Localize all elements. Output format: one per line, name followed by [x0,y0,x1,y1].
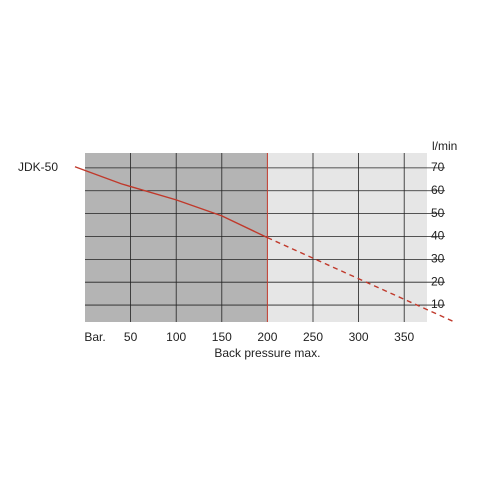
y-tick-label: 20 [431,274,445,288]
x-tick-label: 100 [166,330,186,344]
series-line [267,236,453,322]
x-tick-label: 300 [349,330,369,344]
y-tick-label: 40 [431,229,445,243]
y-tick-label: 30 [431,252,445,266]
series-label: JDK-50 [18,160,58,174]
y-tick-label: 70 [431,160,445,174]
x-tick-label: 150 [212,330,232,344]
y-tick-label: 10 [431,297,445,311]
x-tick-label: 200 [257,330,277,344]
y-unit: l/min [432,139,457,153]
back-pressure-label: Back pressure max. [214,346,320,360]
x-tick-label: Bar. [84,330,105,344]
series-line [74,166,268,239]
x-tick-label: 250 [303,330,323,344]
y-tick-label: 60 [431,183,445,197]
x-tick-label: 50 [124,330,138,344]
y-tick-label: 50 [431,206,445,220]
x-tick-label: 350 [394,330,414,344]
